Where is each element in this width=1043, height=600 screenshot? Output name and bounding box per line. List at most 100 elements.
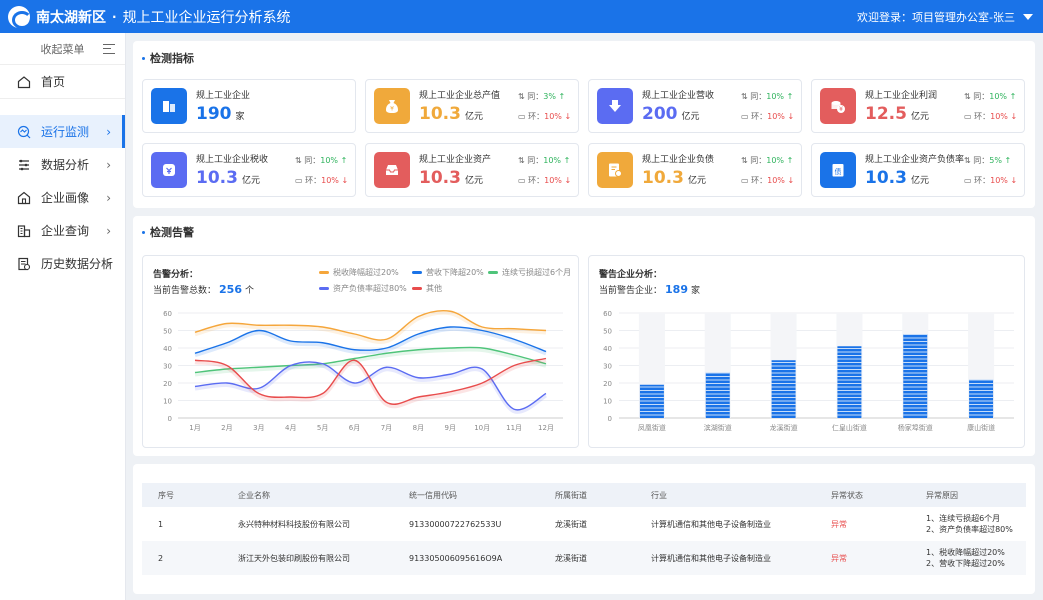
sidebar-item-history[interactable]: 历史数据分析 › [0, 247, 125, 280]
table-row[interactable]: 2 浙江天外包装印刷股份有限公司 913305006095616O9A 龙溪街道… [142, 541, 1026, 575]
kpi-card-revenue[interactable]: 规上工业企业营收 200 亿元 ⇅ 同：10% ↑ ▭ 环：10% ↓ [588, 79, 802, 133]
legend-item[interactable]: 资产负债率超过80% [319, 283, 407, 294]
x-tick-label: 凤凰街道 [638, 423, 666, 432]
brand[interactable]: 南太湖新区 · 规上工业企业运行分析系统 [0, 5, 291, 29]
table-header-row: 序号 企业名称 统一信用代码 所属街道 行业 异常状态 异常原因 [142, 483, 1026, 507]
kpi-yoy: ⇅ 同：3% ↑ [518, 92, 566, 101]
cell-code: 91330000722762533U [409, 519, 502, 529]
alert-analysis-title: 告警分析： [153, 270, 199, 280]
kpi-name: 规上工业企业税收 [196, 155, 269, 165]
brand-logo-icon [8, 5, 32, 29]
alerts-panel: 检测告警 告警分析： 当前告警总数： 256 个 税收降幅超过20% 营收下降超20… [133, 216, 1035, 456]
cell-reason: 1、连续亏损超6个月 2、资产负债率超过80% [926, 514, 1013, 534]
kpi-card-enterprise-count[interactable]: 规上工业企业 190 家 [142, 79, 356, 133]
sidebar-item-label: 企业画像 [41, 191, 90, 205]
kpi-yoy: ⇅ 同：10% ↑ [964, 92, 1017, 101]
chevron-down-icon[interactable] [1023, 13, 1033, 20]
x-tick-label: 12月 [538, 424, 554, 432]
debt-tag-icon: 债 [820, 152, 856, 188]
column-header: 统一信用代码 [393, 483, 539, 507]
profile-icon [17, 191, 31, 205]
bar [837, 346, 862, 418]
kpi-card-assets[interactable]: 规上工业企业资产 10.3 亿元 ⇅ 同：10% ↑ ▭ 环：10% ↓ [365, 143, 579, 197]
sidebar-item-data-analysis[interactable]: 数据分析 › [0, 148, 125, 181]
series-shadow [194, 310, 547, 344]
x-tick-label: 仁皇山街道 [832, 423, 867, 432]
kpi-mom: ▭ 环：10% ↓ [741, 176, 795, 185]
alerts-title: 检测告警 [142, 224, 194, 240]
enterprise-table-panel: 序号 企业名称 统一信用代码 所属街道 行业 异常状态 异常原因 1 永兴特种材… [133, 464, 1035, 594]
kpi-name: 规上工业企业营收 [642, 91, 715, 101]
kpi-card-profit[interactable]: ¥ 规上工业企业利润 12.5 亿元 ⇅ 同：10% ↑ ▭ 环：10% ↓ [811, 79, 1025, 133]
kpi-name: 规上工业企业利润 [865, 91, 938, 101]
y-tick-label: 20 [603, 380, 612, 388]
kpi-card-tax[interactable]: 规上工业企业税收 10.3 亿元 ⇅ 同：10% ↑ ▭ 环：10% ↓ [142, 143, 356, 197]
kpi-yoy: ⇅ 同：5% ↑ [964, 156, 1012, 165]
sidebar-item-profile[interactable]: 企业画像 › [0, 181, 125, 214]
y-tick-label: 60 [163, 310, 172, 318]
document-coin-icon [597, 152, 633, 188]
svg-text:债: 债 [835, 167, 842, 176]
kpi-card-liabilities[interactable]: 规上工业企业负债 10.3 亿元 ⇅ 同：10% ↑ ▭ 环：10% ↓ [588, 143, 802, 197]
series-shadow [194, 358, 547, 409]
y-tick-label: 50 [603, 328, 612, 336]
kpi-value: 10.3 亿元 [419, 104, 483, 124]
y-tick-label: 0 [608, 415, 612, 423]
chevron-right-icon: › [106, 124, 111, 139]
menu-fold-icon[interactable] [103, 44, 115, 54]
kpi-mom: ▭ 环：10% ↓ [741, 112, 795, 121]
kpi-mom: ▭ 环：10% ↓ [518, 176, 572, 185]
kpi-value: 10.3 亿元 [642, 168, 706, 188]
kpi-yoy: ⇅ 同：10% ↑ [295, 156, 348, 165]
x-tick-label: 9月 [445, 424, 456, 432]
sidebar-item-home[interactable]: 首页 [0, 65, 125, 99]
cell-no: 1 [158, 519, 164, 529]
y-tick-label: 10 [163, 398, 172, 406]
y-tick-label: 30 [163, 363, 172, 371]
svg-text:¥: ¥ [390, 106, 394, 113]
history-icon [17, 257, 31, 271]
kpi-value: 10.3 亿元 [419, 168, 483, 188]
x-tick-label: 4月 [285, 424, 296, 432]
legend-item[interactable]: 营收下降超20% [412, 267, 484, 278]
kpi-mom: ▭ 环：10% ↓ [964, 176, 1018, 185]
series-shadow [194, 361, 548, 414]
column-header: 行业 [635, 483, 815, 507]
legend-item[interactable]: 其他 [412, 283, 442, 294]
collapse-menu-button[interactable]: 收起菜单 [0, 33, 125, 65]
sidebar-item-enterprise-query[interactable]: 企业查询 › [0, 214, 125, 247]
tax-icon [151, 152, 187, 188]
enterprise-table: 序号 企业名称 统一信用代码 所属街道 行业 异常状态 异常原因 1 永兴特种材… [142, 483, 1026, 575]
cell-status: 异常 [815, 541, 910, 575]
sidebar-item-label: 首页 [41, 75, 66, 89]
y-tick-label: 30 [603, 363, 612, 371]
metrics-title: 检测指标 [142, 50, 194, 66]
table-row[interactable]: 1 永兴特种材料科技股份有限公司 91330000722762533U 龙溪街道… [142, 507, 1026, 541]
user-greeting: 欢迎登录：项目管理办公室-张三 [857, 10, 1015, 24]
y-tick-label: 20 [163, 380, 172, 388]
svg-text:¥: ¥ [839, 106, 843, 113]
alert-analysis-card: 告警分析： 当前告警总数： 256 个 税收降幅超过20% 营收下降超20% 连续亏… [142, 255, 579, 448]
legend-item[interactable]: 税收降幅超过20% [319, 267, 399, 278]
system-name: 规上工业企业运行分析系统 [122, 9, 291, 26]
inbox-icon [374, 152, 410, 188]
bar [903, 334, 928, 418]
kpi-name: 规上工业企业总产值 [419, 91, 501, 101]
x-tick-label: 7月 [381, 424, 392, 432]
chevron-right-icon: › [106, 190, 111, 205]
y-tick-label: 10 [603, 398, 612, 406]
column-header: 所属街道 [539, 483, 635, 507]
series-line [194, 361, 547, 411]
kpi-mom: ▭ 环：10% ↓ [964, 112, 1018, 121]
x-tick-label: 2月 [221, 424, 232, 432]
coins-icon: ¥ [820, 88, 856, 124]
sidebar-item-monitoring[interactable]: 运行监测 › [0, 115, 125, 148]
chevron-right-icon: › [106, 157, 111, 172]
kpi-card-output[interactable]: ¥ 规上工业企业总产值 10.3 亿元 ⇅ 同：3% ↑ ▭ 环：10% ↓ [365, 79, 579, 133]
user-menu[interactable]: 欢迎登录：项目管理办公室-张三 [857, 0, 1033, 33]
kpi-card-debt-ratio[interactable]: 债 规上工业企业资产负债率 10.3 亿元 ⇅ 同：5% ↑ ▭ 环：10% ↓ [811, 143, 1025, 197]
kpi-mom: ▭ 环：10% ↓ [518, 112, 572, 121]
metrics-panel: 检测指标 规上工业企业 190 家 ¥ 规上工业企业总产值 10.3 亿元 ⇅ 同：… [133, 41, 1035, 208]
legend-item[interactable]: 连续亏损超过6个月 [488, 267, 571, 278]
series-line [194, 326, 547, 354]
